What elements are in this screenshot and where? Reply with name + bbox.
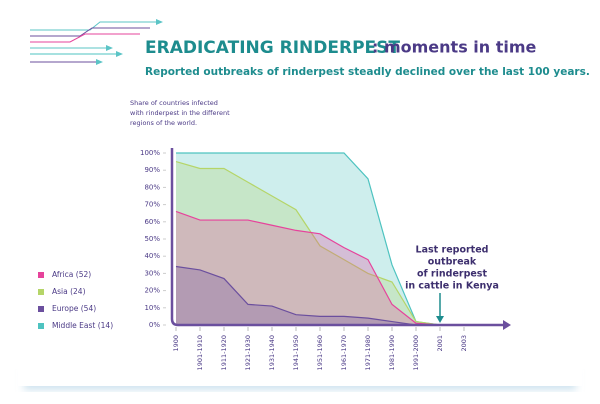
area [176,266,440,325]
annotation-arrow-head [436,316,444,323]
legend-label: Africa (52) [52,270,91,279]
legend-swatch [38,323,44,329]
y-tick-label: 0% [149,321,160,329]
legend-label: Asia (24) [52,287,86,296]
x-tick-label: 1981-1990 [388,335,396,370]
legend-swatch [38,272,44,278]
x-tick-label: 1911-1920 [220,335,228,370]
y-tick-label: 90% [144,166,160,174]
y-tick-label: 30% [144,269,160,277]
y-tick-label: 50% [144,235,160,243]
y-tick-label: 80% [144,183,160,191]
y-tick-label: 100% [140,149,160,157]
x-tick-label: 1941-1950 [292,335,300,370]
x-tick-label: 2001 [436,335,444,352]
legend-swatch [38,306,44,312]
chart-title: ERADICATING RINDERPEST [145,38,400,58]
x-tick-label: 1931-1940 [268,335,276,370]
annotation: Last reported [416,245,489,256]
y-axis-note: Share of countries infected [130,99,218,107]
legend-label: Europe (54) [52,304,96,313]
line [175,265,440,326]
y-axis-note: with rinderpest in the different [130,109,230,117]
y-tick-label: 20% [144,287,160,295]
annotation: outbreak [428,257,477,268]
chart-title-suffix: : moments in time [372,38,537,57]
x-axis-arrow [503,320,511,330]
x-tick-label: 1921-1930 [244,335,252,370]
x-tick-label: 1900 [172,335,180,352]
x-tick-label: 1991-2000 [412,335,420,370]
annotation: in cattle in Kenya [405,281,499,292]
y-tick-label: 10% [144,304,160,312]
line [175,210,441,326]
y-axis [170,148,505,327]
x-tick-label: 2003 [460,335,468,352]
decor-lines [30,19,163,65]
x-tick-label: 1971-1980 [364,335,372,370]
x-tick-label: 1961-1970 [340,335,348,370]
y-tick-label: 40% [144,252,160,260]
x-tick-label: 1901-1910 [196,335,204,370]
subtitle: Reported outbreaks of rinderpest steadly… [145,66,590,78]
y-tick-label: 70% [144,201,160,209]
y-axis-note: regions of the world. [130,119,197,127]
area [176,211,440,325]
area [176,153,440,325]
area [176,161,440,325]
x-tick-label: 1951-1960 [316,335,324,370]
legend-swatch [38,289,44,295]
y-tick-label: 60% [144,218,160,226]
annotation: of rinderpest [417,269,487,280]
card [18,8,582,386]
line [176,152,441,326]
line [175,161,441,326]
legend-label: Middle East (14) [52,321,113,330]
